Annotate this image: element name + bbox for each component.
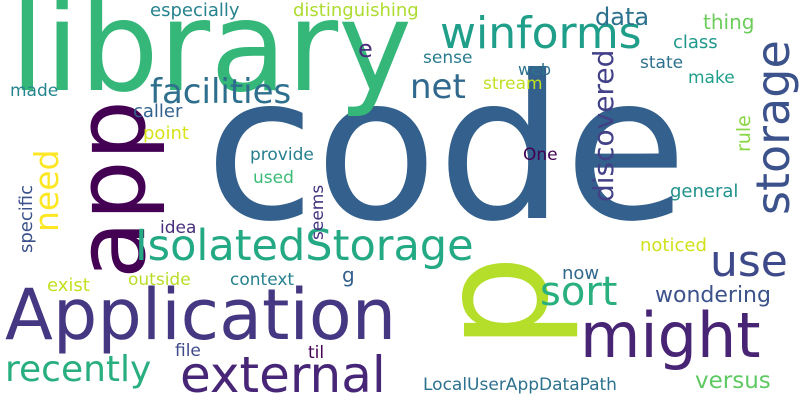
word-seems: seems <box>308 185 328 241</box>
word-class: class <box>673 32 718 53</box>
word-one: One <box>523 145 558 165</box>
word-state: state <box>640 53 684 73</box>
word-used: used <box>253 168 294 188</box>
word-especially: especially <box>150 0 240 21</box>
word-g: g <box>342 263 355 287</box>
word-now: now <box>562 263 600 284</box>
word-idea: idea <box>160 218 197 238</box>
word-specific: specific <box>16 185 37 254</box>
word-wondering: wondering <box>655 283 771 308</box>
word-stream: stream <box>483 74 543 94</box>
word-winforms: winforms <box>440 8 642 59</box>
word-noticed: noticed <box>640 235 707 256</box>
word-library: library <box>10 0 413 120</box>
word-make: make <box>688 68 735 88</box>
word-outside: outside <box>128 270 191 290</box>
word-recently: recently <box>5 349 152 390</box>
word-external: external <box>180 346 386 400</box>
word-localuserappdatapath: LocalUserAppDataPath <box>423 375 617 395</box>
word-facilities: facilities <box>150 72 292 112</box>
word-code: code <box>205 33 688 266</box>
word-net: net <box>410 67 466 107</box>
word-use: use <box>710 236 788 287</box>
word-isolatedstorage: IsolatedStorage <box>135 221 474 271</box>
word-sense: sense <box>423 48 473 68</box>
word-file: file <box>175 341 201 361</box>
word-rule: rule <box>733 115 755 152</box>
word-context: context <box>230 270 295 290</box>
word-general: general <box>670 181 739 202</box>
word-distinguishing: distinguishing <box>293 0 419 21</box>
word-made: made <box>10 81 59 101</box>
word-might: might <box>580 299 761 372</box>
word-caller: caller <box>133 101 183 122</box>
word-data: data <box>595 3 650 31</box>
word-discovered: discovered <box>587 50 620 203</box>
word-web: web <box>518 60 552 79</box>
word-provide: provide <box>250 145 314 165</box>
word-storage: storage <box>746 40 800 215</box>
word-versus: versus <box>695 368 771 394</box>
word-thing: thing <box>703 10 755 34</box>
word-sort: sort <box>540 269 618 315</box>
word-til: til <box>308 343 325 363</box>
word-point: point <box>143 123 189 144</box>
word-exist: exist <box>47 275 90 296</box>
word-e: e <box>358 35 373 63</box>
word-application: Application <box>5 274 397 356</box>
